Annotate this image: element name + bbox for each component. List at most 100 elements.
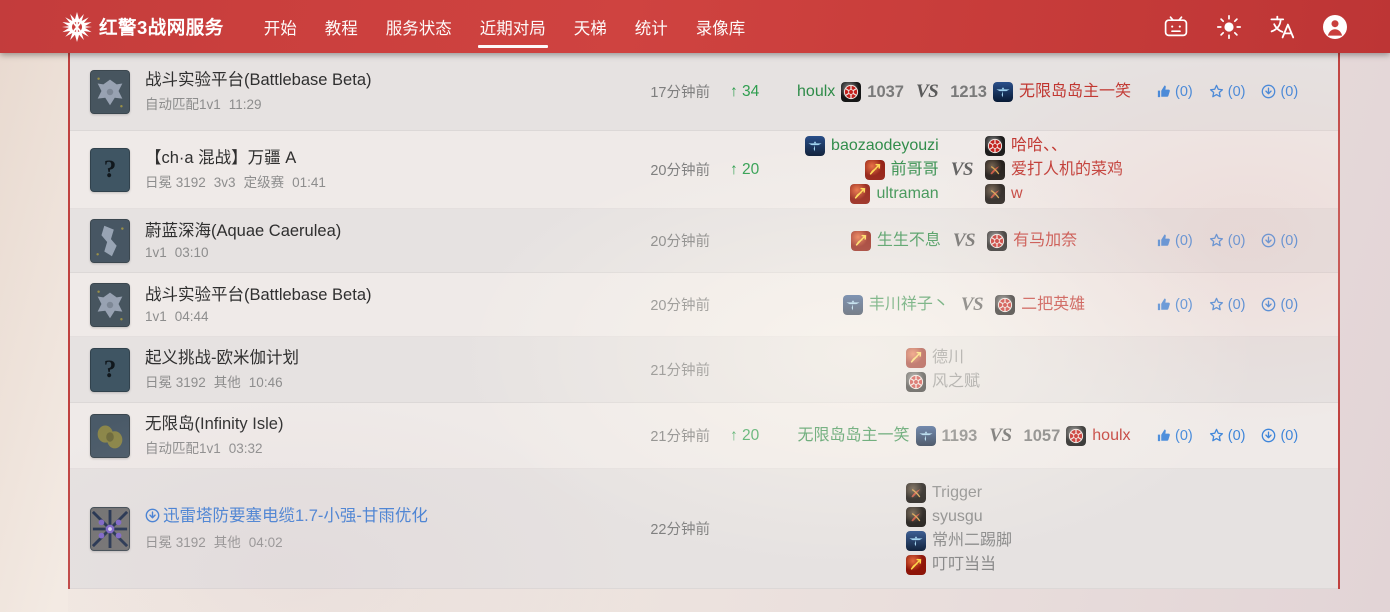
player-name[interactable]: 叮叮当当	[932, 555, 997, 573]
favorite-button[interactable]: (0)	[1209, 233, 1245, 249]
nav-recent[interactable]: 近期对局	[466, 0, 560, 53]
player-entry[interactable]: 生生不息	[850, 230, 941, 251]
player-name[interactable]: 常州二踢脚	[932, 531, 1013, 549]
player-name[interactable]: baozaodeyouzi	[831, 136, 939, 154]
match-row[interactable]: 战斗实验平台(Battlebase Beta) 自动匹配1v1 11:29 17分钟前…	[70, 53, 1338, 131]
map-title-text: 无限岛(Infinity Isle)	[145, 414, 284, 433]
download-button[interactable]: (0)	[1261, 84, 1298, 100]
player-entry[interactable]: 德川	[906, 347, 965, 368]
player-entry[interactable]: 1213 无限岛岛主一笑	[950, 81, 1131, 102]
like-button[interactable]: (0)	[1156, 297, 1193, 313]
player-name[interactable]: 哈哈、、	[1010, 136, 1067, 154]
nav-tutorial[interactable]: 教程	[324, 19, 358, 38]
match-actions-cell: (0) (0) (0)	[1142, 84, 1338, 100]
nav-status[interactable]: 服务状态	[385, 19, 452, 38]
match-time: 20分钟前	[650, 234, 710, 250]
like-button[interactable]: (0)	[1156, 233, 1193, 249]
player-name[interactable]: 无限岛岛主一笑	[1018, 82, 1131, 100]
download-button[interactable]: (0)	[1261, 428, 1298, 444]
match-players-cell: baozaodeyouzi 前哥哥 ultraman VS 哈哈、、 爱打人机的菜…	[786, 135, 1142, 204]
player-entry[interactable]: 1057 houlx	[1024, 425, 1131, 446]
player-name[interactable]: 风之赋	[932, 372, 981, 390]
favorite-button[interactable]: (0)	[1209, 427, 1246, 444]
player-entry[interactable]: houlx 1037	[797, 81, 904, 102]
match-row[interactable]: 战斗实验平台(Battlebase Beta) 1v1 04:44 20分钟前 丰川祥…	[70, 273, 1338, 337]
match-map-cell: 无限岛(Infinity Isle) 自动匹配1v1 03:32	[70, 413, 580, 458]
faction-empire-icon	[841, 81, 862, 102]
elo-change-cell: ↑ 20	[710, 161, 786, 179]
player-entry[interactable]: 叮叮当当	[906, 554, 997, 575]
player-name[interactable]: 爱打人机的菜鸡	[1010, 160, 1123, 178]
player-entry[interactable]: baozaodeyouzi	[805, 135, 939, 156]
player-name[interactable]: syusgu	[932, 507, 983, 525]
player-entry[interactable]: 无限岛岛主一笑 1193	[797, 425, 978, 446]
like-button[interactable]: (0)	[1156, 84, 1193, 100]
action-count: (0)	[1175, 296, 1193, 313]
player-entry[interactable]: 前哥哥	[864, 159, 939, 180]
team-left: 生生不息	[850, 230, 941, 251]
player-entry[interactable]: 常州二踢脚	[906, 530, 1013, 551]
match-time-cell: 17分钟前	[580, 81, 710, 102]
vs-separator: VS	[915, 80, 939, 102]
match-row[interactable]: 蔚蓝深海(Aquae Caerulea) 1v1 03:10 20分钟前 生生不息 VS…	[70, 209, 1338, 273]
page-content: 1231321323 战斗实验平台(Battlebase Beta)自动匹配1v…	[0, 53, 1390, 612]
favorite-button[interactable]: (0)	[1209, 297, 1245, 313]
player-entry[interactable]: w	[984, 183, 1023, 204]
match-map-cell: ? 起义挑战-欧米伽计划 日冕 3192 其他 10:46	[70, 347, 580, 392]
nav-ladder[interactable]: 天梯	[573, 19, 607, 38]
map-title-text: 战斗实验平台(Battlebase Beta)	[145, 286, 372, 305]
player-name[interactable]: ultraman	[876, 184, 939, 202]
player-name[interactable]: 德川	[932, 348, 965, 366]
player-entry[interactable]: 二把英雄	[995, 294, 1086, 315]
player-entry[interactable]: 风之赋	[906, 371, 981, 392]
elo-change: ↑ 20	[730, 426, 760, 444]
brand-logo[interactable]: 红警3战网服务	[62, 11, 224, 42]
player-name[interactable]: 无限岛岛主一笑	[797, 426, 910, 444]
player-name[interactable]: 有马加奈	[1013, 231, 1078, 249]
team-right: 德川 风之赋	[906, 347, 981, 392]
player-name[interactable]: 二把英雄	[1021, 295, 1086, 313]
player-entry[interactable]: 哈哈、、	[984, 135, 1067, 156]
favorite-button[interactable]: (0)	[1209, 84, 1245, 100]
match-row[interactable]: ? 起义挑战-欧米伽计划 日冕 3192 其他 10:46 21分钟前 德川 风之赋	[70, 337, 1338, 403]
download-button[interactable]: (0)	[1261, 297, 1298, 313]
player-name[interactable]: houlx	[1092, 426, 1131, 444]
match-row[interactable]: 无限岛(Infinity Isle) 自动匹配1v1 03:32 21分钟前 ↑ 20 无…	[70, 403, 1338, 469]
player-entry[interactable]: Trigger	[906, 482, 983, 503]
star-icon	[1209, 297, 1224, 312]
player-name[interactable]: 丰川祥子丶	[868, 295, 949, 313]
map-thumbnail	[90, 69, 130, 114]
player-name[interactable]: houlx	[797, 82, 836, 100]
map-meta-item: 1v1	[145, 308, 167, 324]
match-row[interactable]: 迅雷塔防要塞电缆1.7-小强-甘雨优化 日冕 3192 其他 04:02 22分钟前 T…	[70, 469, 1338, 589]
like-button[interactable]: (0)	[1156, 428, 1193, 444]
sun-theme-icon[interactable]	[1216, 14, 1242, 40]
match-players-cell: 无限岛岛主一笑 1193 VS 1057 houlx	[786, 425, 1142, 447]
map-download-link[interactable]: 迅雷塔防要塞电缆1.7-小强-甘雨优化	[145, 506, 428, 529]
player-entry[interactable]: syusgu	[906, 506, 983, 527]
player-name[interactable]: 前哥哥	[890, 160, 939, 178]
vs-separator: VS	[989, 424, 1012, 446]
translate-icon[interactable]	[1269, 14, 1295, 40]
nav-stats[interactable]: 统计	[634, 19, 668, 38]
team-right: 二把英雄	[995, 294, 1086, 315]
nav-start[interactable]: 开始	[263, 19, 297, 38]
bilibili-tv-icon[interactable]	[1163, 14, 1189, 40]
download-button[interactable]: (0)	[1261, 233, 1298, 249]
player-name[interactable]: Trigger	[932, 483, 983, 501]
player-name[interactable]: w	[1010, 184, 1023, 202]
nav-replays[interactable]: 录像库	[695, 19, 746, 38]
player-entry[interactable]: 有马加奈	[987, 230, 1078, 251]
match-row[interactable]: ? 【ch·a 混战】万疆 A 日冕 3192 3v3 定级赛 01:41 20分钟前 ↑ 2…	[70, 131, 1338, 209]
match-map-cell: ? 【ch·a 混战】万疆 A 日冕 3192 3v3 定级赛 01:41	[70, 147, 580, 192]
player-entry[interactable]: ultraman	[850, 183, 939, 204]
user-avatar-icon[interactable]	[1322, 14, 1348, 40]
action-count: (0)	[1175, 427, 1193, 444]
faction-soviet-icon	[906, 554, 926, 575]
action-count: (0)	[1227, 427, 1246, 444]
faction-soviet-icon	[864, 159, 885, 180]
player-name[interactable]: 生生不息	[876, 231, 941, 249]
player-entry[interactable]: 爱打人机的菜鸡	[984, 159, 1123, 180]
player-entry[interactable]: 丰川祥子丶	[842, 294, 949, 315]
player-score: 1193	[941, 426, 978, 445]
